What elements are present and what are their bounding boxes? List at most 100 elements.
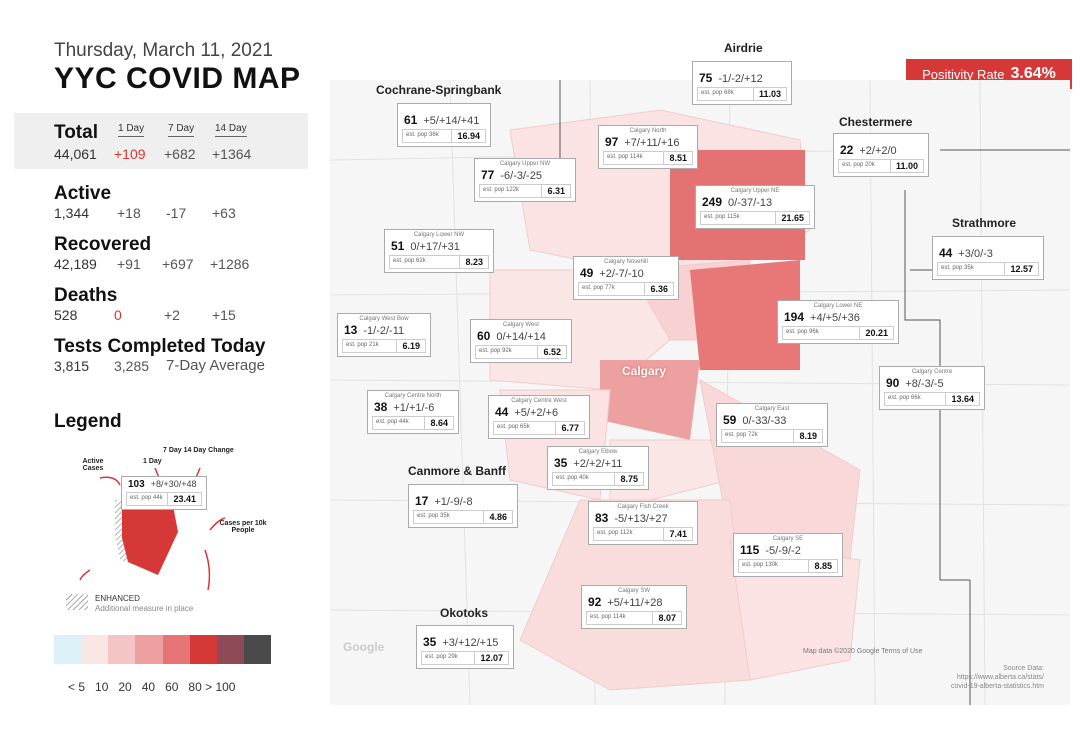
- col-header-7day: 7 Day: [168, 123, 195, 137]
- area-box-cochrane: 61 +5/+14/+41 est. pop 36k 16.94: [397, 103, 491, 147]
- area-active: 44: [495, 405, 509, 419]
- legend-sample-pop: est. pop 44k: [130, 495, 163, 501]
- area-rate: 21.65: [775, 212, 809, 224]
- report-date: Thursday, March 11, 2021: [54, 40, 273, 61]
- area-pop: est. pop 44k: [376, 419, 409, 425]
- area-box-strathmore: 44 +3/0/-3 est. pop 35k 12.57: [932, 236, 1044, 280]
- recovered-label: Recovered: [54, 234, 152, 255]
- scale-swatch-0: [54, 635, 82, 664]
- source-url-1[interactable]: https://www.alberta.ca/stats/: [956, 674, 1044, 681]
- area-active: 115: [740, 543, 760, 557]
- legend-sample-rate: 23.41: [167, 493, 201, 505]
- active-7day: -17: [166, 205, 187, 221]
- legend-arrow-active: [99, 476, 121, 486]
- area-active: 77: [481, 168, 495, 182]
- area-name: [693, 64, 791, 71]
- tests-value: 3,815: [54, 358, 90, 374]
- area-name: Calgary Upper NE: [730, 188, 780, 194]
- legend-arrow-scale: [204, 549, 211, 591]
- page-title: YYC COVID MAP: [54, 62, 301, 95]
- source-label: Source Data:: [1003, 665, 1044, 672]
- area-changes: +5/+11/+28: [607, 597, 663, 609]
- area-pop: est. pop 115k: [704, 214, 740, 220]
- lower-ne-area: [690, 260, 800, 370]
- tests-label: Tests Completed Today: [54, 336, 266, 357]
- area-changes: 0/+17/+31: [410, 241, 460, 253]
- area-changes: -5/+13/+27: [614, 513, 668, 525]
- area-pop: est. pop 68k: [701, 90, 734, 96]
- area-pop: est. pop 35k: [941, 265, 974, 271]
- area-pop: est. pop 29k: [425, 654, 458, 660]
- col-header-1day: 1 Day: [118, 123, 145, 137]
- area-box-se: Calgary SE 115 -5/-9/-2 est. pop 130k 8.85: [733, 533, 843, 577]
- region-strathmore: Strathmore: [952, 216, 1017, 230]
- area-box-lower-ne: Calgary Lower NE 194 +4/+5/+36 est. pop 96k…: [777, 300, 899, 344]
- area-rate: 6.36: [644, 283, 673, 295]
- area-box-elbow: Calgary Elbow 35 +2/+2/+11 est. pop 40k 8.75: [547, 446, 649, 490]
- area-rate: 8.85: [808, 560, 837, 572]
- area-active: 35: [423, 635, 437, 649]
- area-active: 17: [415, 494, 429, 508]
- area-box-centre-north: Calgary Centre North 38 +1/+1/-6 est. pop 4…: [367, 390, 459, 434]
- area-name: Calgary East: [754, 406, 790, 412]
- scale-swatch-1: [81, 635, 109, 664]
- area-box-west: Calgary West 60 0/+14/+14 est. pop 92k 6.52: [470, 319, 572, 363]
- area-rate: 12.57: [1004, 263, 1038, 275]
- area-name: [417, 628, 513, 635]
- area-pop: est. pop 36k: [406, 132, 439, 138]
- legend-label-1day: 1 Day: [143, 458, 162, 465]
- area-rate: 11.03: [752, 88, 786, 100]
- area-changes: +2/-7/-10: [599, 268, 644, 280]
- area-pop: est. pop 114k: [590, 614, 626, 620]
- area-box-centre-west: Calgary Centre West 44 +5/+2/+6 est. pop 65…: [488, 395, 590, 439]
- area-name: Calgary West Bow: [359, 316, 409, 322]
- legend-sample-changes: +8/+30/+48: [150, 479, 197, 489]
- region-cochrane: Cochrane-Springbank: [376, 83, 502, 97]
- area-rate: 6.77: [555, 422, 584, 434]
- area-rate: 16.94: [451, 130, 485, 142]
- area-changes: +2/+2/0: [859, 145, 897, 157]
- active-14day: +63: [212, 205, 236, 221]
- deaths-value: 528: [54, 307, 78, 323]
- area-changes: 0/-33/-33: [742, 415, 787, 427]
- scale-swatch-5: [189, 635, 217, 664]
- area-pop: est. pop 20k: [842, 162, 875, 168]
- scale-swatch-7: [243, 635, 271, 664]
- area-name: Calgary Elbow: [578, 449, 618, 455]
- area-name: Calgary North: [629, 128, 667, 134]
- area-active: 92: [588, 595, 602, 609]
- region-canmore-banff: Canmore & Banff: [408, 464, 507, 478]
- recovered-7day: +697: [162, 256, 194, 272]
- scale-swatch-3: [135, 635, 163, 664]
- area-rate: 12.07: [474, 652, 508, 664]
- area-active: 90: [886, 376, 900, 390]
- area-box-lower-nw: Calgary Lower NW 51 0/+17/+31 est. pop 62k 8…: [384, 229, 494, 273]
- area-rate: 4.86: [483, 511, 512, 523]
- area-rate: 13.64: [945, 393, 979, 405]
- area-name: Calgary Centre West: [511, 398, 567, 404]
- legend-arrow-enhanced: [79, 569, 91, 581]
- area-rate: 8.75: [614, 473, 643, 485]
- legend-illustration: [79, 467, 226, 591]
- tests-7day-avg-label: 7-Day Average: [166, 357, 265, 374]
- source-url-2[interactable]: covid-19-alberta-statistics.htm: [951, 683, 1044, 690]
- area-name: Calgary West: [503, 322, 539, 328]
- area-rate: 8.19: [793, 430, 822, 442]
- area-rate: 6.52: [537, 346, 566, 358]
- area-rate: 8.51: [663, 152, 692, 164]
- area-rate: 8.64: [424, 417, 453, 429]
- area-name: Calgary Centre: [911, 369, 953, 375]
- area-active: 249: [702, 195, 723, 209]
- positivity-label: Positivity Rate: [922, 66, 1005, 82]
- area-name: [398, 106, 490, 113]
- area-box-okotoks: 35 +3/+12/+15 est. pop 29k 12.07: [416, 625, 514, 669]
- deaths-14day: +15: [212, 307, 236, 323]
- area-pop: est. pop 35k: [417, 513, 450, 519]
- area-box-upper-nw: Calgary Upper NW 77 -6/-3/-25 est. pop 122k…: [474, 158, 576, 202]
- google-watermark: Google: [343, 640, 385, 654]
- area-pop: est. pop 77k: [582, 285, 615, 291]
- area-box-east: Calgary East 59 0/-33/-33 est. pop 72k 8.19: [716, 403, 828, 447]
- area-active: 35: [554, 456, 568, 470]
- active-1day: +18: [117, 205, 141, 221]
- centre-area: [600, 360, 700, 440]
